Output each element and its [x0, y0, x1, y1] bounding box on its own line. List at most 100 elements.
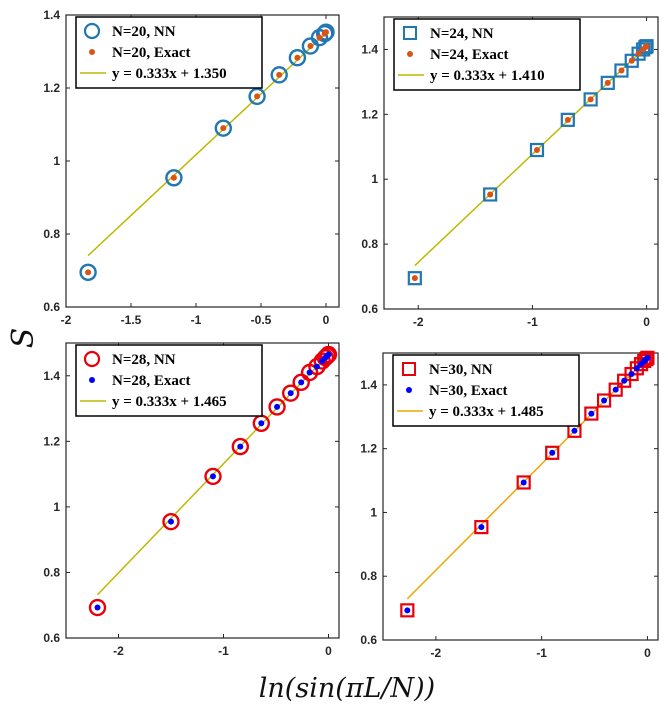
fit-line [406, 357, 648, 600]
exact-point [487, 191, 494, 198]
legend-box [75, 344, 263, 417]
exact-point [588, 410, 595, 417]
nn-point-square [474, 520, 489, 535]
nn-point-square [400, 603, 415, 618]
legend-label: y = 0.333x + 1.485 [429, 404, 544, 420]
y-tick-label: 1.4 [43, 369, 60, 383]
y-tick-label: 0.6 [361, 302, 378, 316]
exact-point [604, 79, 611, 86]
exact-point [478, 524, 485, 531]
panel-bottom-right: -2 -1 0 0.6 0.8 1 1.2 1.4 N=30, NN N=30, Exact y =… [360, 350, 659, 660]
exact-point [564, 116, 571, 123]
nn-point-circle [231, 437, 250, 456]
x-tick-label: -2 [413, 315, 424, 329]
nn-point-circle [270, 66, 288, 84]
legend-box [392, 354, 580, 427]
y-tick-label: 0.6 [43, 300, 60, 314]
legend-label: N=28, NN [112, 352, 176, 368]
y-tick-label: 1 [53, 500, 60, 514]
exact-point [313, 363, 320, 370]
nn-point-square [407, 271, 422, 286]
legend-label: N=24, Exact [430, 47, 509, 63]
exact-point [210, 473, 216, 480]
exact-point [168, 518, 174, 525]
x-axis-label: ln(sin(πL/N)) [259, 673, 435, 704]
x-tick-label: -1 [527, 315, 538, 329]
exact-point [618, 67, 625, 74]
exact-point [316, 34, 323, 41]
y-tick-label: 0.8 [361, 237, 378, 251]
legend-marker-circle [83, 22, 101, 40]
y-tick-label: 1.2 [360, 442, 377, 456]
legend: N=20, NN N=20, Exact y = 0.333x + 1.350 [75, 16, 263, 89]
nn-point-square [596, 393, 612, 408]
x-tick-label: -2 [431, 646, 442, 660]
exact-point [520, 479, 527, 486]
exact-point [85, 269, 92, 276]
exact-point [633, 365, 640, 372]
y-tick-label: 1.2 [43, 81, 60, 95]
panel-top-right: -2 -1 0 0.6 0.8 1 1.2 1.4 N=24, NN N=24, Exact y =… [361, 16, 659, 329]
x-tick-label: 0 [325, 644, 332, 658]
legend-marker-dot [407, 51, 413, 57]
y-tick-label: 1 [53, 154, 60, 168]
y-tick-label: 1 [370, 505, 377, 519]
nn-point-square [639, 39, 654, 54]
y-tick-label: 0.6 [360, 633, 377, 647]
legend-label: N=24, NN [430, 26, 494, 42]
legend-label: N=30, NN [429, 362, 493, 378]
nn-point-square [583, 92, 598, 107]
legend-label: N=28, Exact [112, 373, 191, 389]
nn-point-circle [88, 598, 107, 617]
legend-marker-square [402, 362, 416, 376]
y-tick-label: 1.4 [360, 378, 377, 392]
x-tick-label: -1.5 [121, 313, 142, 327]
legend-label: y = 0.333x + 1.465 [112, 394, 227, 410]
x-tick-label: -1 [218, 644, 229, 658]
legend: N=28, NN N=28, Exact y = 0.333x + 1.465 [75, 344, 263, 417]
nn-point-square [516, 475, 531, 490]
exact-point [621, 377, 628, 384]
y-tick-label: 1.4 [361, 42, 378, 56]
legend-box [75, 16, 263, 89]
nn-point-circle [165, 169, 183, 187]
nn-point-square [529, 142, 545, 158]
exact-point [533, 147, 540, 154]
y-tick-label: 1 [371, 172, 378, 186]
exact-point [601, 397, 608, 404]
x-tick-label: -0.5 [251, 313, 272, 327]
exact-point [325, 351, 332, 358]
exact-point [587, 96, 594, 103]
x-tick-label: -1 [536, 646, 547, 660]
exact-point [220, 125, 227, 132]
nn-point-circle [162, 512, 180, 531]
nn-point-circle [214, 119, 233, 137]
nn-point-circle [292, 373, 310, 392]
y-tick-label: 0.8 [360, 569, 377, 583]
exact-point [571, 427, 578, 434]
nn-point-circle [282, 384, 300, 402]
exact-point [258, 420, 265, 427]
y-tick-label: 1.2 [361, 107, 378, 121]
y-tick-label: 0.8 [43, 227, 60, 241]
nn-point-square [637, 353, 652, 369]
nn-point-circle [79, 263, 97, 282]
panel-top-left: -2 -1.5 -1 -0.5 00.60.811.21.4N=20, NNN=20, … [43, 8, 340, 327]
exact-point [404, 607, 411, 614]
legend-label: y = 0.333x + 1.410 [430, 68, 545, 84]
exact-point [237, 443, 244, 450]
exact-point [635, 50, 642, 57]
exact-point [307, 43, 314, 50]
nn-point-square [640, 350, 655, 365]
nn-point-square [483, 187, 498, 202]
x-tick-label: -2 [61, 313, 72, 327]
exact-point [643, 43, 650, 50]
legend: N=24, NN N=24, Exact y = 0.333x + 1.410 [393, 18, 581, 91]
nn-point-circle [248, 87, 266, 106]
nn-point-square [584, 406, 599, 421]
nn-point-square [608, 382, 623, 397]
legend-marker-circle [83, 350, 101, 368]
legend-marker-square [403, 26, 417, 40]
nn-point-square [560, 112, 575, 127]
exact-point [323, 29, 329, 36]
